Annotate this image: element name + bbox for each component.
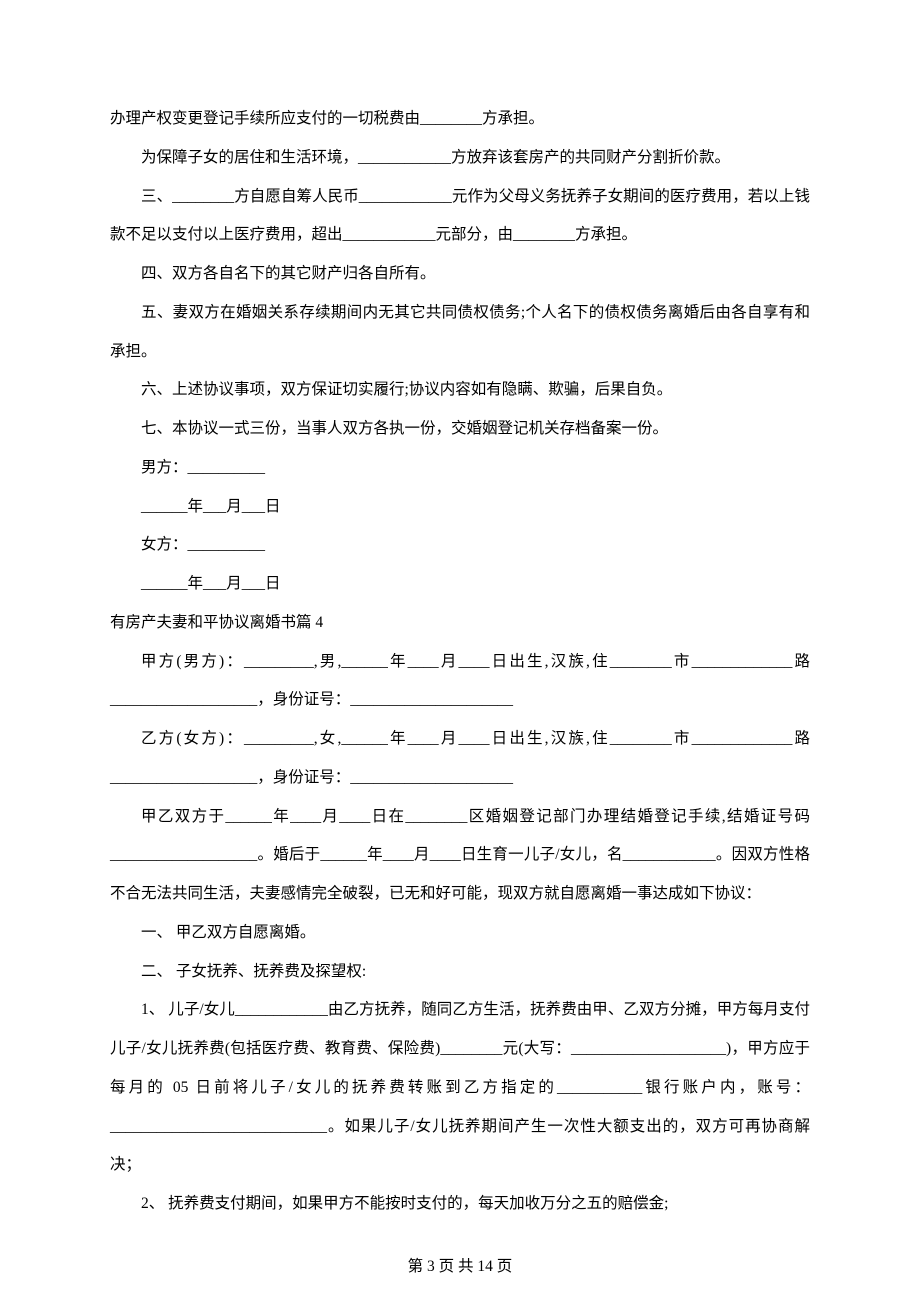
- section-title-4: 有房产夫妻和平协议离婚书篇 4: [110, 604, 810, 643]
- paragraph-item-4: 四、双方各自名下的其它财产归各自所有。: [110, 255, 810, 294]
- agreement-item-2-2: 2、 抚养费支付期间，如果甲方不能按时支付的，每天加收万分之五的赔偿金;: [110, 1185, 810, 1224]
- agreement-item-1: 一、 甲乙双方自愿离婚。: [110, 914, 810, 953]
- paragraph-item-3: 三、________方自愿自筹人民币____________元作为父母义务抚养子…: [110, 178, 810, 256]
- date-male: ______年___月___日: [110, 488, 810, 527]
- paragraph-tax: 办理产权变更登记手续所应支付的一切税费由________方承担。: [110, 100, 810, 139]
- agreement-item-2-1: 1、 儿子/女儿____________由乙方抚养，随同乙方生活，抚养费由甲、乙…: [110, 991, 810, 1185]
- paragraph-item-6: 六、上述协议事项，双方保证切实履行;协议内容如有隐瞒、欺骗，后果自负。: [110, 371, 810, 410]
- signature-female: 女方：__________: [110, 526, 810, 565]
- party-b: 乙方(女方)：_________,女,______年____月____日出生,汉…: [110, 720, 810, 798]
- paragraph-item-5: 五、妻双方在婚姻关系存续期间内无其它共同债权债务;个人名下的债权债务离婚后由各自…: [110, 294, 810, 372]
- paragraph-item-7: 七、本协议一式三份，当事人双方各执一份，交婚姻登记机关存档备案一份。: [110, 410, 810, 449]
- paragraph-child-housing: 为保障子女的居住和生活环境，____________方放弃该套房产的共同财产分割…: [110, 139, 810, 178]
- page-footer: 第 3 页 共 14 页: [110, 1254, 810, 1276]
- agreement-item-2: 二、 子女抚养、抚养费及探望权:: [110, 953, 810, 992]
- party-a: 甲方(男方)：_________,男,______年____月____日出生,汉…: [110, 643, 810, 721]
- marriage-info: 甲乙双方于______年____月____日在________区婚姻登记部门办理…: [110, 798, 810, 914]
- signature-male: 男方：__________: [110, 449, 810, 488]
- date-female: ______年___月___日: [110, 565, 810, 604]
